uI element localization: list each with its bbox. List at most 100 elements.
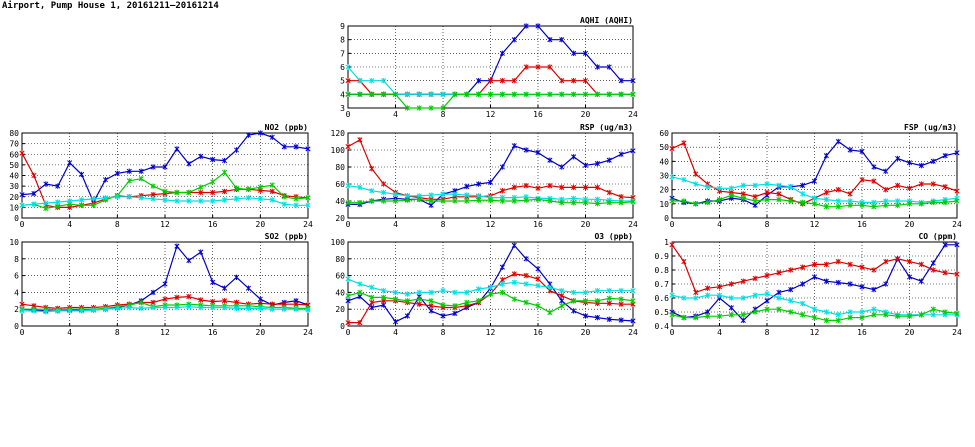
x-tick-label: 24 xyxy=(628,110,638,119)
x-tick-label: 4 xyxy=(393,328,398,337)
data-point xyxy=(764,272,770,279)
data-point xyxy=(776,191,782,197)
data-point xyxy=(416,91,422,98)
data-point xyxy=(511,184,517,191)
data-point xyxy=(222,188,228,195)
data-point xyxy=(428,289,434,296)
data-point xyxy=(571,308,577,314)
data-point xyxy=(428,308,434,314)
data-point xyxy=(847,261,853,268)
data-point xyxy=(535,282,541,289)
y-tick-label: 0.9 xyxy=(655,252,670,261)
data-point xyxy=(345,319,351,326)
data-point xyxy=(79,197,85,203)
data-point xyxy=(31,190,37,197)
x-tick-label: 12 xyxy=(810,220,820,229)
x-tick-label: 20 xyxy=(581,328,591,337)
data-point xyxy=(918,162,924,169)
data-point xyxy=(571,91,577,98)
data-point xyxy=(369,188,375,194)
data-point xyxy=(67,308,73,314)
data-point xyxy=(594,160,600,167)
data-point xyxy=(523,64,529,70)
data-point xyxy=(871,267,877,273)
x-tick-label: 16 xyxy=(533,220,543,229)
data-point xyxy=(245,186,251,193)
data-point xyxy=(618,288,624,294)
data-point xyxy=(906,160,913,166)
data-point xyxy=(705,285,711,291)
data-point xyxy=(930,260,936,266)
data-point xyxy=(198,184,204,190)
data-point xyxy=(357,289,363,296)
y-tick-label: 50 xyxy=(9,161,19,170)
data-point xyxy=(511,279,517,286)
data-point xyxy=(606,288,612,294)
data-point xyxy=(930,199,936,206)
data-point xyxy=(823,152,829,159)
page-title: Airport, Pump House 1, 20161211–20161214 xyxy=(2,1,219,11)
data-point xyxy=(67,160,73,166)
y-tick-label: 10 xyxy=(659,200,669,209)
data-point xyxy=(345,298,351,304)
data-point xyxy=(511,242,517,249)
data-point xyxy=(186,303,192,310)
data-point xyxy=(800,281,806,287)
data-point xyxy=(942,242,948,248)
data-point xyxy=(883,258,889,265)
data-point xyxy=(618,91,624,98)
data-point xyxy=(883,186,889,193)
y-tick-label: 40 xyxy=(335,197,345,206)
data-point xyxy=(942,152,948,159)
y-tick-label: 8 xyxy=(14,255,19,264)
data-point xyxy=(705,184,711,190)
data-point xyxy=(222,298,228,304)
data-point xyxy=(305,202,311,208)
data-point xyxy=(392,296,399,302)
data-point xyxy=(416,105,422,111)
y-tick-label: 0.7 xyxy=(655,280,670,289)
data-point xyxy=(150,196,156,202)
x-tick-label: 24 xyxy=(628,328,638,337)
data-point xyxy=(776,270,782,276)
data-point xyxy=(511,296,517,302)
y-tick-label: 120 xyxy=(331,129,346,138)
x-tick-label: 20 xyxy=(905,220,915,229)
data-point xyxy=(233,185,240,191)
data-point xyxy=(452,191,458,197)
data-point xyxy=(452,310,458,317)
data-point xyxy=(174,304,180,311)
y-tick-label: 0.5 xyxy=(655,308,670,317)
data-point xyxy=(499,50,505,57)
data-point xyxy=(392,191,399,197)
data-point xyxy=(716,284,723,290)
data-point xyxy=(245,195,251,201)
data-point xyxy=(582,184,589,191)
data-point xyxy=(740,295,746,301)
data-point xyxy=(764,298,770,304)
data-point xyxy=(79,308,85,314)
y-tick-label: 6 xyxy=(14,272,19,281)
data-point xyxy=(31,201,37,207)
data-point xyxy=(930,158,936,165)
data-point xyxy=(19,301,25,307)
data-point xyxy=(547,309,553,316)
data-point xyxy=(150,304,156,311)
data-point xyxy=(776,295,782,301)
data-point xyxy=(716,313,723,319)
x-tick-label: 8 xyxy=(115,328,120,337)
data-point xyxy=(210,156,216,163)
data-point xyxy=(547,91,553,98)
data-point xyxy=(138,175,144,182)
y-tick-label: 100 xyxy=(331,238,346,247)
data-point xyxy=(630,298,636,304)
y-tick-label: 30 xyxy=(659,172,669,181)
data-point xyxy=(392,198,399,204)
data-point xyxy=(776,289,782,296)
data-point xyxy=(930,267,936,273)
data-point xyxy=(487,291,494,297)
data-point xyxy=(476,91,482,98)
data-point xyxy=(618,200,624,206)
y-tick-label: 20 xyxy=(659,186,669,195)
